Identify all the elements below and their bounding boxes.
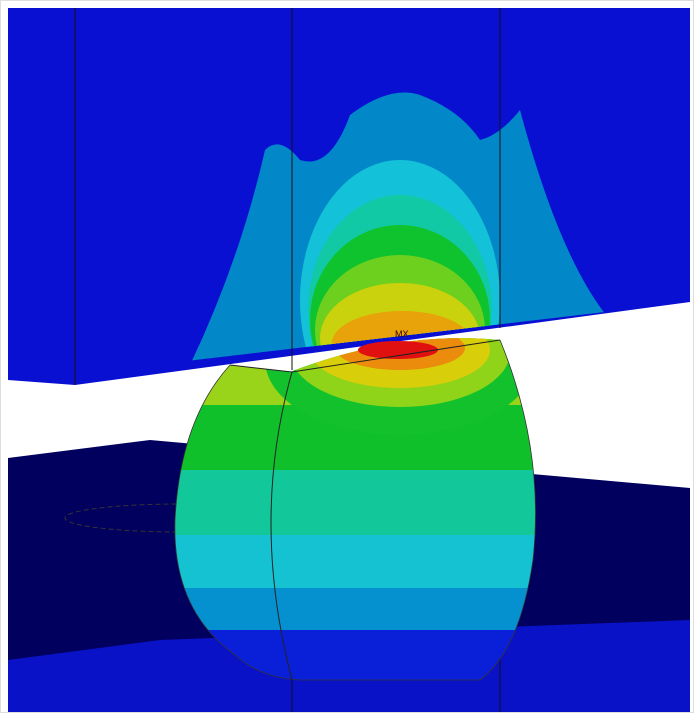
max-label: MX bbox=[395, 329, 409, 339]
max-region bbox=[358, 341, 438, 359]
band bbox=[160, 535, 560, 590]
band bbox=[160, 588, 560, 633]
contour-plot: MX bbox=[0, 0, 694, 713]
band bbox=[160, 470, 560, 540]
